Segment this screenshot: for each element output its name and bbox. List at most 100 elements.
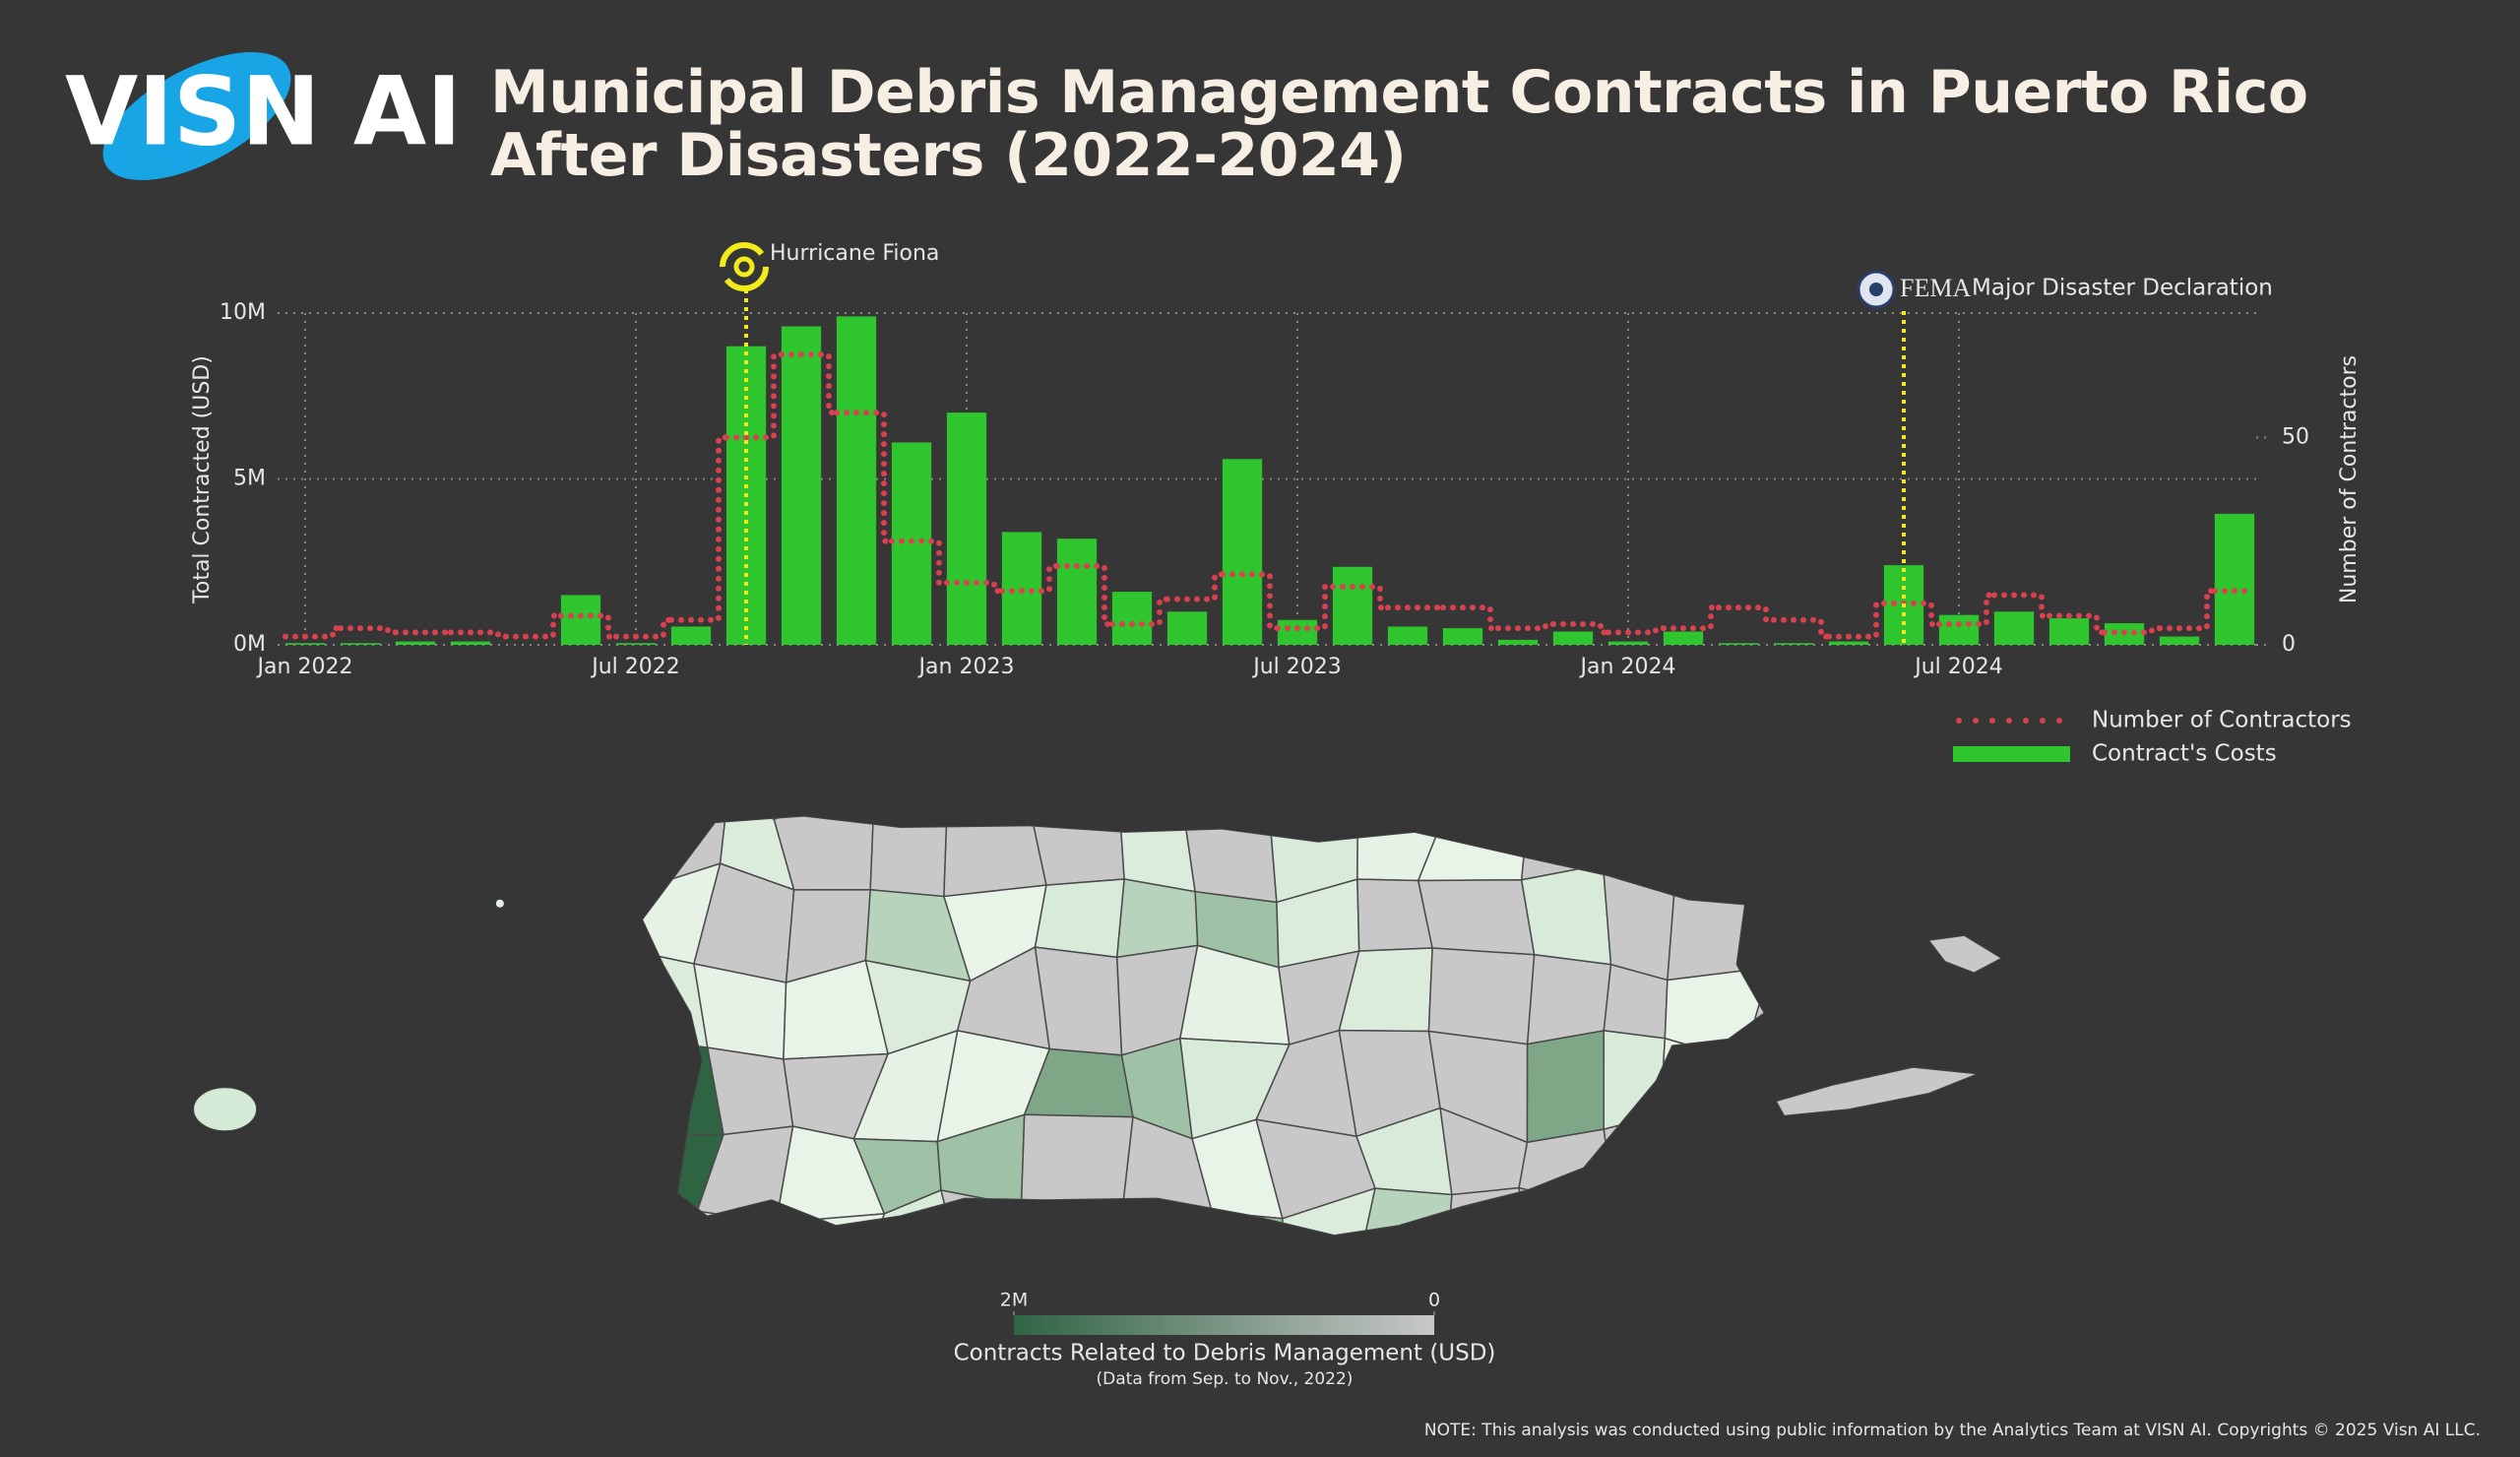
bar [1442, 628, 1483, 645]
municipality [1016, 1204, 1123, 1235]
municipality [1034, 878, 1125, 959]
bar [1387, 626, 1428, 645]
step-riser [1314, 584, 1336, 632]
bar [1828, 641, 1869, 645]
colorbar [1014, 1315, 1434, 1335]
mona [193, 1087, 258, 1132]
y-tick-label: 0M [233, 632, 266, 657]
x-tick-label: Jan 2024 [1579, 655, 1676, 679]
bar [1166, 611, 1208, 645]
bar [1277, 619, 1318, 645]
bar [1718, 643, 1759, 645]
step-riser [1149, 596, 1170, 627]
municipality [869, 816, 949, 898]
step-riser [983, 579, 1005, 595]
step-riser [1259, 571, 1281, 632]
municipality [1674, 816, 1764, 878]
municipality [1417, 816, 1532, 882]
municipality [1848, 1206, 1922, 1288]
municipality [773, 816, 876, 891]
x-tick-label: Jan 2022 [256, 655, 353, 679]
y2-axis-title: Number of Contractors [2337, 355, 2362, 603]
municipality [1602, 863, 1676, 982]
step-riser [1535, 620, 1556, 632]
hurricane-eye [733, 256, 755, 278]
step-riser [377, 625, 399, 636]
y-tick-label: 10M [220, 300, 266, 325]
bar [395, 641, 436, 645]
bar [2214, 513, 2255, 645]
municipality [1659, 1113, 1758, 1210]
bar [340, 643, 381, 645]
municipality [1667, 869, 1764, 982]
step-riser [487, 629, 509, 640]
bar [1607, 641, 1649, 645]
municipality [2001, 1189, 2091, 1283]
step-riser [708, 434, 729, 623]
municipality [643, 1210, 724, 1235]
municipality [695, 1210, 778, 1235]
annotation-label: Major Disaster Declaration [1972, 276, 2273, 301]
municipality [1103, 1211, 1214, 1235]
step-riser [1700, 604, 1722, 632]
municipality [1520, 863, 1612, 966]
municipality [1829, 948, 1939, 1053]
annotation-agency: FEMA [1900, 274, 1971, 302]
municipality [1606, 1198, 1696, 1235]
colorbar-subtitle: (Data from Sep. to Nov., 2022) [1097, 1369, 1354, 1389]
step-riser [2031, 592, 2052, 619]
vieques [1775, 1066, 1978, 1116]
bar [781, 326, 822, 645]
bar [284, 643, 326, 645]
step-riser [1865, 600, 1887, 640]
fema-seal-center [1869, 283, 1883, 296]
step-riser [1810, 616, 1832, 640]
step-riser [1755, 604, 1777, 623]
step-riser [1645, 625, 1667, 636]
step-riser [1204, 571, 1226, 602]
bar [1663, 631, 1704, 645]
municipality [1835, 881, 1940, 981]
municipality [2000, 1030, 2077, 1128]
step-riser [818, 351, 840, 416]
municipality [1741, 966, 1764, 1062]
logo-text: VISN AI [65, 56, 462, 166]
annotation-label: Hurricane Fiona [770, 241, 939, 266]
step-riser [1480, 604, 1501, 632]
municipality [1751, 1205, 1764, 1235]
municipality [772, 1213, 886, 1235]
y-tick-label: 5M [233, 467, 266, 491]
bar [1056, 538, 1098, 645]
bar [1938, 614, 1980, 645]
legend-swatch [1953, 746, 2070, 762]
municipality [1773, 786, 1839, 881]
desecheo [495, 899, 504, 908]
municipality [1585, 816, 1700, 878]
hurricane-icon [720, 242, 769, 291]
bar [1993, 611, 2035, 645]
step-riser [928, 538, 950, 586]
step-riser [1039, 562, 1060, 595]
bar [1773, 643, 1814, 645]
municipality [1915, 1213, 2018, 1288]
step-riser [2196, 588, 2218, 632]
municipality [1526, 953, 1612, 1045]
logo: VISN AI [65, 51, 462, 181]
municipality [2000, 973, 2100, 1039]
bar [836, 316, 877, 645]
municipality [1034, 946, 1123, 1056]
bar [670, 626, 712, 645]
x-tick-label: Jul 2022 [590, 655, 680, 679]
logo-ellipse [102, 51, 291, 181]
step-riser [2086, 612, 2108, 636]
step-riser [598, 612, 619, 640]
municipality [1752, 1120, 1764, 1210]
municipality [1445, 1186, 1533, 1235]
chart-title: Municipal Debris Management Contracts in… [490, 58, 2308, 190]
step-riser [1369, 584, 1391, 611]
step-riser [653, 616, 674, 640]
bar [2159, 636, 2200, 645]
municipality [1992, 799, 2103, 886]
